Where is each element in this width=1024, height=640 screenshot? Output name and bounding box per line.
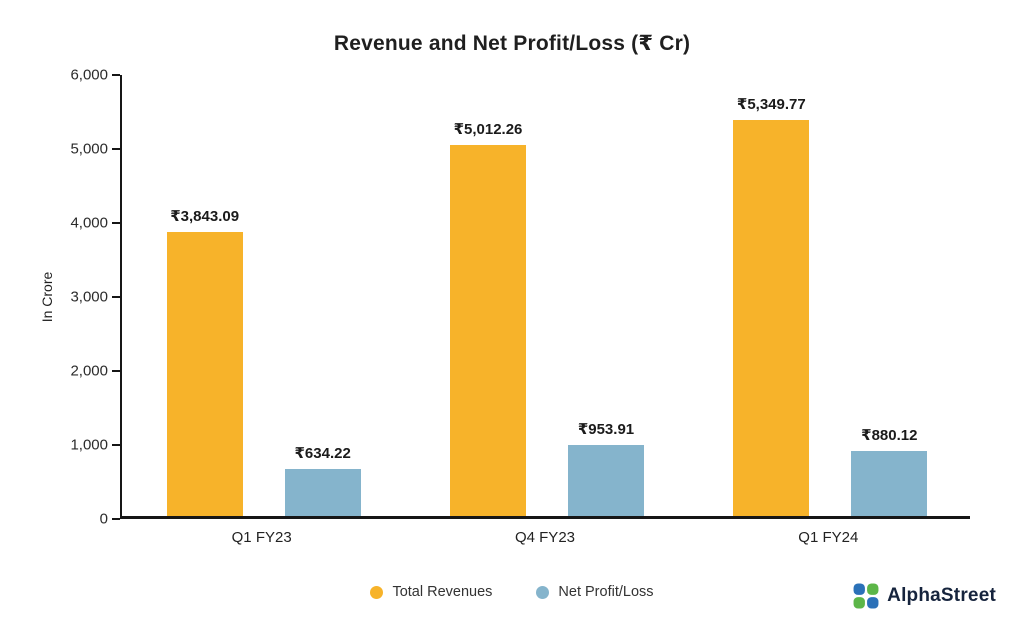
bar-wrap: ₹880.12 — [851, 426, 928, 516]
bar-total-revenues — [449, 145, 526, 516]
x-axis-labels: Q1 FY23 Q4 FY23 Q1 FY24 — [120, 529, 970, 546]
bar-value-label: ₹3,843.09 — [170, 207, 240, 225]
legend-label: Total Revenues — [392, 584, 493, 600]
x-category-label: Q4 FY23 — [514, 529, 575, 546]
legend-swatch — [370, 585, 384, 599]
bar-group: ₹3,843.09 ₹634.22 — [122, 75, 405, 516]
y-tick-label: 4,000 — [70, 214, 108, 232]
x-category-label: Q1 FY23 — [231, 529, 292, 546]
y-axis-ticks: 0 1,000 2,000 3,000 4,000 5,000 6,000 — [0, 67, 108, 528]
y-tick-mark — [112, 444, 120, 446]
y-tick-label: 6,000 — [70, 66, 108, 84]
bar-wrap: ₹3,843.09 — [166, 207, 243, 516]
legend-item-net-profit-loss: Net Profit/Loss — [536, 584, 654, 600]
bar-wrap: ₹5,012.26 — [449, 120, 526, 516]
chart-title: Revenue and Net Profit/Loss (₹ Cr) — [333, 32, 691, 55]
bar-total-revenues — [166, 231, 243, 516]
alphastreet-logo-text: AlphaStreet — [887, 585, 996, 606]
y-tick-label: 2,000 — [70, 362, 108, 380]
bar-value-label: ₹953.91 — [577, 421, 635, 439]
bar-group: ₹5,012.26 ₹953.91 — [405, 75, 688, 516]
legend-item-total-revenues: Total Revenues — [370, 584, 492, 600]
bar-wrap: ₹953.91 — [567, 420, 644, 516]
bar-wrap: ₹634.22 — [284, 444, 361, 516]
bar-value-label: ₹880.12 — [861, 426, 918, 444]
y-tick-mark — [112, 148, 120, 150]
bar-net-profit-loss — [851, 450, 928, 516]
bar-total-revenues — [733, 120, 810, 516]
bar-value-label: ₹5,349.77 — [736, 96, 806, 114]
legend: Total Revenues Net Profit/Loss — [0, 584, 1024, 600]
y-tick-mark — [112, 222, 120, 224]
y-tick-mark — [112, 370, 120, 372]
y-tick-label: 1,000 — [70, 436, 108, 454]
bar-value-label: ₹5,012.26 — [453, 121, 523, 139]
y-tick-label: 3,000 — [70, 288, 108, 306]
y-tick-mark — [112, 296, 120, 298]
alphastreet-logo-icon — [853, 583, 879, 609]
bar-value-label: ₹634.22 — [294, 445, 351, 463]
alphastreet-logo: AlphaStreet — [853, 583, 996, 609]
bar-wrap: ₹5,349.77 — [733, 95, 810, 516]
x-category-label: Q1 FY24 — [798, 529, 859, 546]
legend-swatch — [536, 585, 550, 599]
bar-net-profit-loss — [284, 469, 361, 516]
y-tick-label: 0 — [99, 510, 108, 528]
bar-net-profit-loss — [567, 445, 644, 516]
y-tick-label: 5,000 — [70, 140, 108, 158]
y-tick-mark — [112, 74, 120, 76]
bar-group: ₹5,349.77 ₹880.12 — [689, 75, 972, 516]
y-tick-mark — [112, 518, 120, 520]
legend-label: Net Profit/Loss — [558, 584, 654, 600]
plot-area: ₹3,843.09 ₹634.22 ₹5,012.26 ₹953.91 ₹5,349.7… — [112, 74, 972, 520]
